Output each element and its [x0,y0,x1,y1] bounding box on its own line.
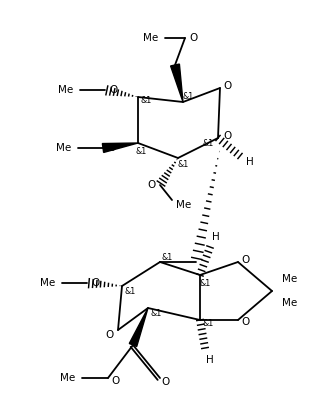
Text: O: O [148,180,156,190]
Text: &1: &1 [162,253,173,261]
Text: Me: Me [282,274,298,284]
Text: H: H [212,232,220,242]
Text: Me: Me [60,373,75,383]
Text: O: O [109,85,117,95]
Text: O: O [106,330,114,340]
Text: &1: &1 [177,159,189,168]
Text: &1: &1 [140,95,152,105]
Polygon shape [129,308,148,347]
Text: &1: &1 [182,91,194,100]
Text: O: O [241,255,249,265]
Text: &1: &1 [202,319,213,327]
Text: O: O [241,317,249,327]
Text: O: O [162,377,170,387]
Text: Me: Me [58,85,73,95]
Text: H: H [206,355,214,365]
Text: Me: Me [176,200,192,210]
Text: O: O [189,33,197,43]
Text: O: O [111,376,119,386]
Polygon shape [170,64,183,102]
Text: O: O [91,278,99,288]
Text: O: O [107,143,115,153]
Text: Me: Me [282,298,298,308]
Text: Me: Me [40,278,56,288]
Text: Me: Me [143,33,159,43]
Text: Me: Me [56,143,71,153]
Text: &1: &1 [124,286,136,296]
Text: &1: &1 [150,309,162,317]
Text: O: O [224,131,232,141]
Text: O: O [223,81,231,91]
Text: &1: &1 [199,279,211,287]
Text: &1: &1 [135,146,147,156]
Polygon shape [102,143,138,153]
Text: &1: &1 [202,140,213,148]
Text: H: H [246,157,254,167]
